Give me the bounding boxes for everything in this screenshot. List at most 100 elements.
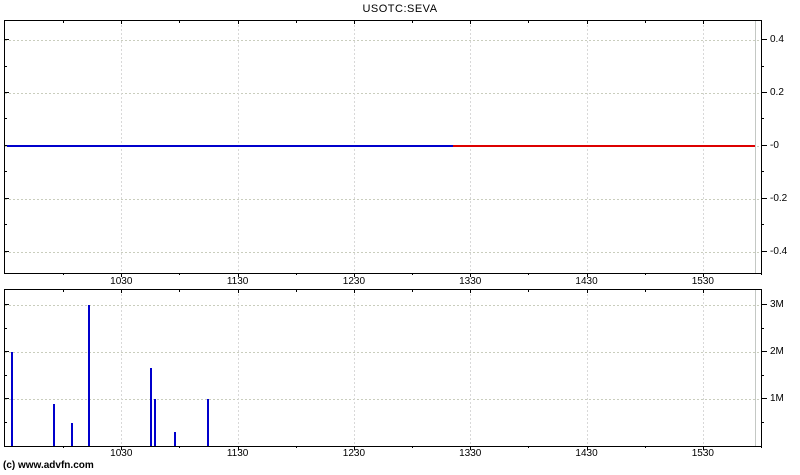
volume-bar — [150, 368, 153, 446]
y-major-tick-left — [5, 197, 9, 199]
volume-chart-plot — [4, 289, 767, 450]
y-major-tick-left — [5, 250, 9, 252]
y-minor-tick-left — [5, 374, 7, 376]
v-gridline — [702, 21, 704, 273]
x-minor-tick-bottom — [528, 446, 530, 448]
x-major-tick-bottom — [702, 273, 704, 277]
x-minor-tick-top — [412, 290, 414, 292]
x-minor-tick-bottom — [295, 446, 297, 448]
y-major-tick-right — [761, 197, 767, 199]
x-major-tick-bottom — [353, 273, 355, 277]
x-minor-tick-top — [63, 290, 65, 292]
x-minor-tick-bottom — [412, 446, 414, 448]
x-minor-tick-top — [179, 21, 181, 23]
y-minor-tick-right — [761, 421, 764, 423]
y-minor-tick-right — [761, 224, 764, 226]
y-major-tick-right — [761, 304, 767, 306]
y-axis-label: -0 — [770, 139, 779, 151]
x-major-tick-bottom — [586, 446, 588, 450]
y-major-tick-right — [761, 144, 767, 146]
y-major-tick-right — [761, 91, 767, 93]
volume-bar — [10, 352, 13, 446]
volume-bar — [173, 431, 176, 446]
v-gridline — [121, 21, 123, 273]
price-line-segment — [452, 144, 756, 147]
y-minor-tick-left — [5, 65, 7, 67]
x-minor-tick-top — [63, 21, 65, 23]
x-axis-label: 1330 — [459, 448, 482, 459]
y-minor-tick-right — [761, 171, 764, 173]
x-major-tick-bottom — [702, 446, 704, 450]
y-major-tick-right — [761, 250, 767, 252]
chart-title: USOTC:SEVA — [362, 3, 438, 15]
y-minor-tick-right — [761, 65, 764, 67]
h-gridline — [5, 198, 761, 200]
y-axis-label: 0.2 — [770, 87, 784, 98]
x-major-tick-top — [470, 290, 472, 293]
x-major-tick-bottom — [237, 273, 239, 277]
y-major-tick-left — [5, 304, 9, 306]
y-major-tick-left — [5, 39, 9, 41]
x-axis-label: 1130 — [226, 448, 249, 459]
x-axis-label: 1530 — [691, 448, 714, 459]
y-axis-label: 1M — [770, 393, 784, 404]
y-axis-label: -0.4 — [770, 245, 788, 257]
y-major-tick-right — [761, 398, 767, 399]
y-minor-tick-right — [761, 118, 764, 120]
x-major-tick-top — [353, 21, 355, 24]
x-minor-tick-top — [761, 21, 762, 23]
x-major-tick-top — [586, 21, 588, 24]
x-major-tick-top — [470, 21, 472, 24]
y-major-tick-right — [761, 39, 767, 41]
y-minor-tick-left — [5, 327, 7, 329]
x-axis-label: 1230 — [342, 448, 366, 459]
x-minor-tick-bottom — [179, 446, 181, 448]
h-gridline — [5, 305, 761, 307]
y-axis-label: 0.4 — [770, 34, 784, 46]
x-axis-label: 1530 — [691, 276, 714, 287]
volume-bar — [70, 422, 73, 446]
x-minor-tick-top — [412, 21, 414, 23]
x-major-tick-top — [121, 290, 123, 293]
x-major-tick-top — [237, 290, 239, 293]
end-of-data-line — [755, 21, 757, 273]
x-minor-tick-bottom — [412, 273, 414, 275]
v-gridline — [353, 21, 355, 273]
y-major-tick-left — [5, 351, 9, 353]
volume-x-axis-labels: 1030 1130 1230 1330 1430 1530 — [5, 448, 761, 460]
x-minor-tick-top — [528, 21, 530, 23]
copyright-text: (c) www.advfn.com — [3, 460, 94, 471]
v-gridline — [237, 290, 239, 446]
v-gridline — [237, 21, 239, 273]
x-minor-tick-bottom — [644, 273, 646, 275]
x-axis-label: 1430 — [575, 448, 598, 459]
x-minor-tick-top — [761, 290, 762, 292]
end-of-data-line — [755, 290, 757, 446]
x-minor-tick-top — [644, 21, 646, 23]
y-major-tick-left — [5, 91, 9, 93]
x-major-tick-bottom — [470, 273, 472, 277]
x-major-tick-top — [121, 21, 123, 24]
volume-bar — [206, 399, 209, 446]
y-minor-tick-left — [5, 171, 7, 173]
y-minor-tick-right — [761, 374, 764, 376]
x-axis-label: 1130 — [226, 276, 249, 287]
x-minor-tick-bottom — [528, 273, 530, 275]
y-major-tick-right — [761, 351, 767, 353]
x-minor-tick-bottom — [63, 273, 65, 275]
x-minor-tick-bottom — [761, 273, 762, 275]
price-line-segment — [6, 144, 453, 147]
v-gridline — [702, 290, 704, 446]
h-gridline — [5, 251, 761, 253]
price-x-axis-labels: 1030 1130 1230 1330 1430 1530 — [5, 276, 761, 288]
y-major-tick-left — [5, 398, 9, 399]
volume-bar — [88, 305, 91, 446]
x-major-tick-bottom — [121, 446, 123, 450]
x-minor-tick-top — [644, 290, 646, 292]
h-gridline — [5, 93, 761, 94]
x-major-tick-bottom — [586, 273, 588, 277]
x-major-tick-top — [702, 21, 704, 24]
x-axis-label: 1430 — [575, 276, 598, 287]
x-minor-tick-top — [295, 21, 297, 23]
x-minor-tick-top — [179, 290, 181, 292]
